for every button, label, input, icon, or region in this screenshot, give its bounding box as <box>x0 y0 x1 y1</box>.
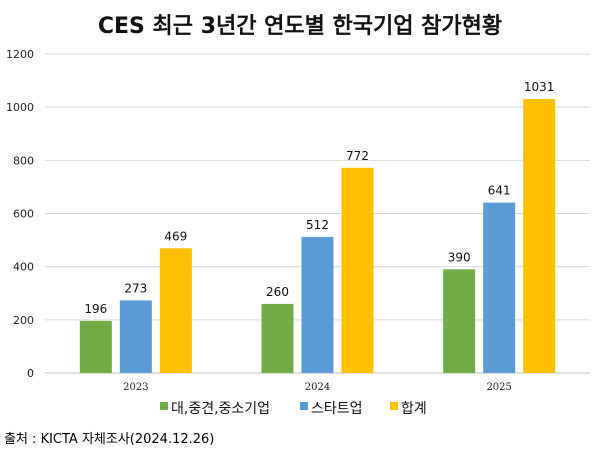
y-tick-label: 400 <box>13 261 34 274</box>
bar <box>523 98 556 373</box>
data-label: 196 <box>84 302 107 316</box>
x-tick-label: 2024 <box>305 382 330 393</box>
bar <box>341 167 374 373</box>
bar <box>79 320 112 373</box>
data-label: 469 <box>164 229 187 243</box>
y-tick-label: 0 <box>27 367 34 380</box>
source-note: 출처 : KICTA 자체조사(2024.12.26) <box>4 432 215 447</box>
legend-label: 합계 <box>401 401 427 417</box>
bar <box>261 303 294 373</box>
y-tick-label: 1200 <box>6 48 34 61</box>
data-label: 512 <box>306 218 329 232</box>
x-tick-label: 2023 <box>123 382 148 393</box>
data-label: 273 <box>124 281 147 295</box>
legend-swatch <box>390 402 398 410</box>
bar <box>301 236 334 373</box>
legend-swatch <box>160 402 168 410</box>
legend-swatch <box>300 402 308 410</box>
legend-label: 대,중견,중소기업 <box>171 401 270 417</box>
data-label: 772 <box>346 149 369 163</box>
y-tick-label: 800 <box>13 154 34 167</box>
bar <box>119 300 152 373</box>
bar <box>483 202 516 373</box>
bar <box>159 248 192 373</box>
y-tick-label: 600 <box>13 208 34 221</box>
legend-label: 스타트업 <box>311 401 363 417</box>
data-label: 641 <box>488 184 511 198</box>
bar <box>443 269 476 373</box>
data-label: 260 <box>266 285 289 299</box>
x-tick-label: 2025 <box>486 382 511 393</box>
y-tick-label: 1000 <box>6 101 34 114</box>
chart-title: CES 최근 3년간 연도별 한국기업 참가현황 <box>97 14 503 39</box>
data-label: 390 <box>448 250 471 264</box>
y-tick-label: 200 <box>13 314 34 327</box>
data-label: 1031 <box>524 80 555 94</box>
